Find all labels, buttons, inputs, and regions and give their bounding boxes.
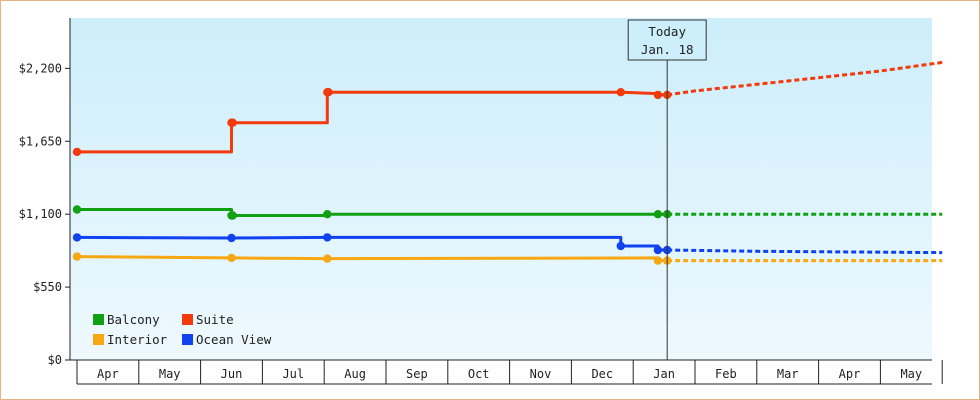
legend-swatch	[93, 334, 104, 345]
x-month-label: Feb	[715, 367, 737, 381]
x-month-label: Apr	[839, 367, 861, 381]
data-point	[72, 205, 82, 214]
series-suite	[72, 60, 943, 157]
data-point	[323, 210, 332, 219]
series-ocean-view	[72, 233, 943, 255]
series-balcony	[72, 205, 943, 220]
y-tick-label: $0	[48, 353, 62, 367]
legend-swatch	[182, 334, 193, 345]
x-month-label: Jan	[653, 367, 675, 381]
series-forecast-line	[666, 60, 943, 97]
y-axis: $0 $550 $1,100 $1,650 $2,200	[19, 18, 71, 367]
legend-swatch	[93, 314, 104, 325]
data-point	[324, 88, 333, 97]
y-tick-label: $2,200	[19, 61, 62, 75]
legend-label: Balcony	[107, 312, 160, 327]
x-month-label: Sep	[406, 367, 428, 381]
x-month-label: Oct	[468, 367, 490, 381]
plot-area	[70, 18, 932, 360]
data-point	[653, 245, 663, 255]
data-point	[653, 256, 663, 265]
data-point	[323, 233, 332, 242]
data-point	[227, 253, 236, 263]
y-tick-label: $1,650	[19, 134, 62, 148]
data-point	[616, 88, 625, 97]
data-point	[72, 233, 82, 242]
data-point	[227, 233, 236, 243]
legend-label: Interior	[107, 332, 168, 347]
x-month-label: Aug	[344, 367, 366, 381]
today-marker: Today Jan. 18	[627, 19, 707, 360]
data-point	[653, 90, 663, 100]
data-point	[323, 254, 332, 263]
data-point	[653, 210, 663, 219]
y-tick-label: $550	[33, 280, 62, 294]
x-month-label: Nov	[530, 367, 552, 381]
x-month-label: May	[900, 367, 922, 381]
series-interior	[72, 252, 943, 265]
y-tick-label: $1,100	[19, 207, 62, 221]
x-month-label: Mar	[777, 367, 799, 381]
legend-swatch	[182, 314, 193, 325]
data-point	[228, 211, 237, 220]
data-point	[72, 252, 82, 261]
x-month-label: Dec	[591, 367, 613, 381]
today-label: Today	[648, 24, 686, 39]
data-point	[72, 147, 82, 157]
legend-label: Suite	[196, 312, 234, 327]
x-axis: Apr May Jun Jul Aug Sep Oct Nov Dec Jan Feb Mar Apr M…	[70, 359, 943, 385]
series-forecast-line	[667, 248, 943, 255]
x-month-label: May	[159, 367, 181, 381]
x-month-label: Jun	[221, 367, 243, 381]
data-point	[616, 241, 625, 251]
x-month-label: Jul	[282, 367, 304, 381]
legend: Balcony Suite Interior Ocean View	[93, 312, 272, 347]
data-point	[228, 118, 237, 127]
today-date: Jan. 18	[641, 42, 694, 57]
x-month-label: Apr	[97, 367, 119, 381]
legend-label: Ocean View	[196, 332, 272, 347]
series-layer	[72, 60, 943, 265]
today-box	[627, 19, 707, 61]
